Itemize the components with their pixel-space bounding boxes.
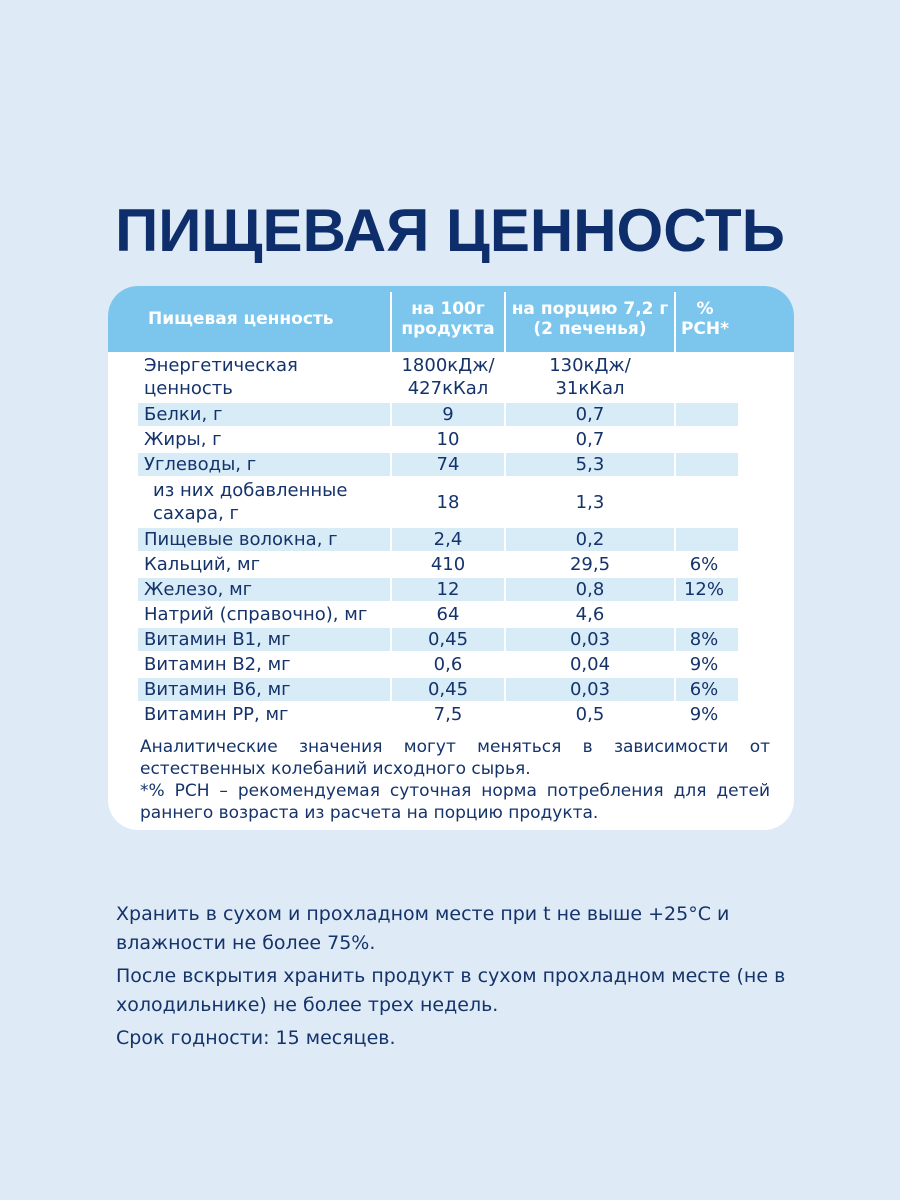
row-value-portion: 0,2 [575, 529, 605, 550]
nutrition-table-card: Пищевая ценность на 100г продукта на пор… [108, 286, 794, 830]
row-value-100g: 0,45 [427, 629, 469, 650]
shelf-life: Срок годности: 15 месяцев. [116, 1027, 396, 1049]
header-divider [390, 292, 392, 352]
header-per-portion: на порцию 7,2 г (2 печенья) [511, 299, 669, 339]
row-value-100g: 410 [430, 554, 466, 575]
header-rsn: % РСН* [680, 299, 730, 339]
row-value-100g: 0,6 [433, 654, 463, 675]
row-value-100g: 9 [442, 404, 454, 425]
header-per-100g: на 100г продукта [401, 299, 495, 339]
row-value-rsn [674, 352, 734, 402]
header-divider [674, 292, 676, 352]
storage-after-opening: После вскрытия хранить продукт в сухом п… [116, 965, 786, 1016]
table-row: Энергетическая ценность 1800кДж/ 427кКал… [108, 352, 794, 402]
table-row: Углеводы, г 74 5,3 [108, 452, 794, 477]
row-value-100g: 0,45 [427, 679, 469, 700]
page-title: ПИЩЕВАЯ ЦЕННОСТЬ [115, 197, 785, 264]
row-value-portion: 0,7 [575, 404, 605, 425]
row-value-portion: 1,3 [575, 491, 605, 513]
row-name: Витамин РР, мг [144, 704, 289, 725]
row-value-rsn: 8% [689, 629, 719, 650]
row-value-portion: 0,04 [569, 654, 611, 675]
row-value-rsn: 6% [689, 679, 719, 700]
row-name: Пищевые волокна, г [144, 529, 338, 550]
row-value-portion: 0,03 [569, 679, 611, 700]
row-value-rsn: 6% [689, 554, 719, 575]
table-footnote: Аналитические значения могут меняться в … [140, 736, 770, 824]
row-name: из них добавленные сахара, г [153, 480, 348, 524]
row-value-100g: 18 [436, 491, 460, 513]
table-row: Жиры, г 10 0,7 [108, 427, 794, 452]
row-value-portion: 0,7 [575, 429, 605, 450]
table-row: Витамин РР, мг 7,5 0,5 9% [108, 702, 794, 727]
header-nutrient: Пищевая ценность [148, 309, 334, 329]
row-value-portion: 0,03 [569, 629, 611, 650]
row-name: Витамин В1, мг [144, 629, 291, 650]
row-name: Белки, г [144, 404, 223, 425]
table-row: Натрий (справочно), мг 64 4,6 [108, 602, 794, 627]
rsn-note: *% РСН – рекомендуемая суточная норма по… [140, 781, 770, 823]
row-name: Углеводы, г [144, 454, 257, 475]
row-value-portion: 0,8 [575, 579, 605, 600]
row-name: Жиры, г [144, 429, 222, 450]
row-value-rsn: 12% [683, 579, 724, 600]
row-name: Кальций, мг [144, 554, 261, 575]
row-value-100g: 74 [436, 454, 460, 475]
row-value-rsn [674, 402, 734, 427]
row-value-100g: 1800кДж/ 427кКал [401, 355, 495, 399]
row-value-rsn: 9% [689, 654, 719, 675]
row-value-portion: 130кДж/ 31кКал [549, 355, 631, 399]
table-body: Энергетическая ценность 1800кДж/ 427кКал… [108, 352, 794, 727]
row-value-100g: 10 [436, 429, 460, 450]
row-value-portion: 5,3 [575, 454, 605, 475]
table-row: Кальций, мг 410 29,5 6% [108, 552, 794, 577]
table-row: из них добавленные сахара, г 18 1,3 [108, 477, 794, 527]
row-value-rsn [674, 427, 734, 452]
row-value-portion: 29,5 [569, 554, 611, 575]
row-value-rsn [674, 477, 734, 527]
table-row: Витамин В2, мг 0,6 0,04 9% [108, 652, 794, 677]
table-row: Белки, г 9 0,7 [108, 402, 794, 427]
analytic-note: Аналитические значения могут меняться в … [140, 737, 770, 779]
row-value-rsn: 9% [689, 704, 719, 725]
row-name: Витамин В2, мг [144, 654, 291, 675]
row-value-rsn [674, 602, 734, 627]
header-divider [504, 292, 506, 352]
row-value-100g: 12 [436, 579, 460, 600]
row-value-rsn [674, 527, 734, 552]
storage-info: Хранить в сухом и прохладном месте при t… [116, 900, 816, 1057]
row-name: Натрий (справочно), мг [144, 604, 368, 625]
row-name: Железо, мг [144, 579, 253, 600]
row-value-portion: 0,5 [575, 704, 605, 725]
row-name: Витамин В6, мг [144, 679, 291, 700]
row-value-100g: 7,5 [433, 704, 463, 725]
table-header: Пищевая ценность на 100г продукта на пор… [108, 286, 794, 352]
row-value-100g: 64 [436, 604, 460, 625]
table-row: Железо, мг 12 0,8 12% [108, 577, 794, 602]
row-value-portion: 4,6 [575, 604, 605, 625]
storage-conditions: Хранить в сухом и прохладном месте при t… [116, 903, 730, 954]
row-name: Энергетическая ценность [144, 355, 298, 399]
table-row: Пищевые волокна, г 2,4 0,2 [108, 527, 794, 552]
table-row: Витамин В6, мг 0,45 0,03 6% [108, 677, 794, 702]
table-row: Витамин В1, мг 0,45 0,03 8% [108, 627, 794, 652]
row-value-rsn [674, 452, 734, 477]
row-value-100g: 2,4 [433, 529, 463, 550]
